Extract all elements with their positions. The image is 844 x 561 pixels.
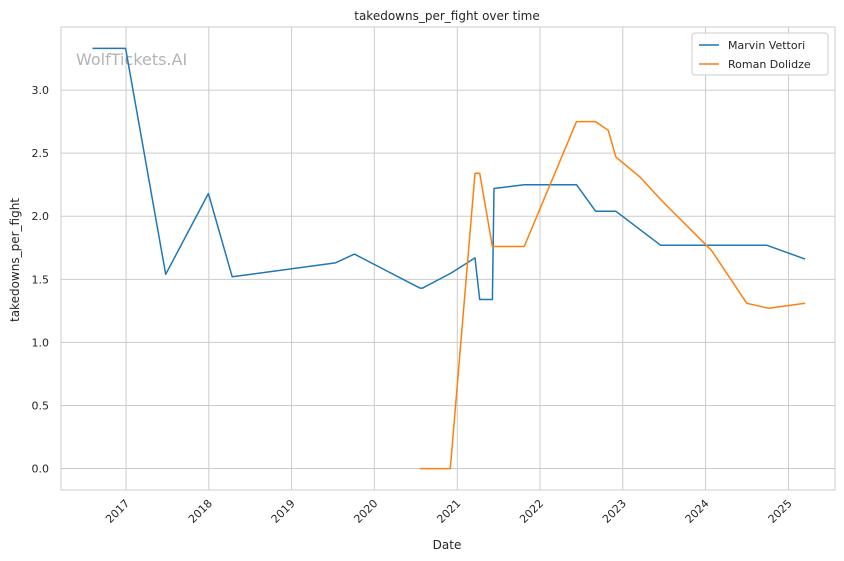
plot-frame — [60, 26, 836, 491]
y-tick-label: 3.0 — [32, 84, 50, 97]
legend-label: Marvin Vettori — [728, 39, 805, 52]
series-line-roman-dolidze — [419, 120, 806, 470]
x-axis-label: Date — [433, 538, 462, 552]
y-tick-label: 1.5 — [32, 273, 50, 286]
legend-label: Roman Dolidze — [728, 58, 811, 71]
y-tick-label: 2.5 — [32, 147, 50, 160]
y-tick-label: 1.0 — [32, 336, 50, 349]
y-tick-label: 0.5 — [32, 399, 50, 412]
plot-border — [60, 26, 836, 491]
grid — [61, 27, 835, 490]
watermark: WolfTickets.AI — [76, 50, 187, 69]
legend: Marvin Vettori Roman Dolidze — [691, 32, 829, 76]
series-line-marvin-vettori — [92, 47, 806, 301]
y-tick-label: 0.0 — [32, 463, 50, 476]
y-tick-label: 2.0 — [32, 210, 50, 223]
y-ticks: 0.0 0.5 1.0 1.5 2.0 2.5 3.0 — [32, 84, 50, 475]
legend-box — [691, 32, 829, 76]
chart-title: takedowns_per_fight over time — [354, 9, 540, 23]
y-axis-label: takedowns_per_fight — [8, 198, 22, 322]
series-lines — [92, 47, 806, 470]
